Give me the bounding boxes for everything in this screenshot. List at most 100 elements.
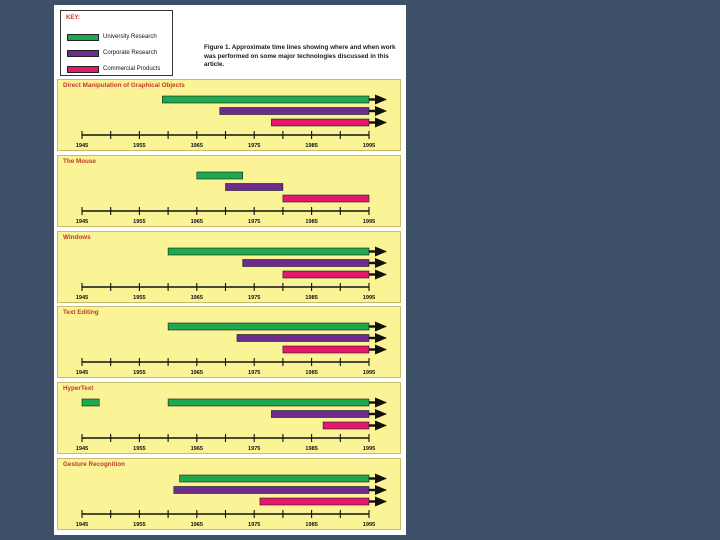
- timeline-svg: 1945 1955 1965 1975 1985 1995: [76, 246, 387, 301]
- tick-label-1955: 1955: [133, 143, 145, 149]
- arrow-head: [375, 333, 387, 343]
- tick-label-1955: 1955: [133, 370, 145, 376]
- legend-box: KEY: University Research Corporate Resea…: [60, 10, 173, 76]
- tick-label-1965: 1965: [191, 295, 203, 301]
- timeline-panel-text-editing: Text Editing 1945 1955 1965 1975 1985 1995: [57, 306, 401, 378]
- bar-corporate-research: [271, 410, 370, 418]
- tick-label-1975: 1975: [248, 522, 260, 528]
- bar-commercial-products: [271, 118, 370, 127]
- bar-commercial-products: [259, 497, 370, 506]
- legend-swatch-corporate: [67, 49, 99, 57]
- bar-commercial-products: [322, 421, 370, 430]
- tick-label-1975: 1975: [248, 370, 260, 376]
- legend-label-university: University Research: [103, 34, 157, 40]
- tick-label-1995: 1995: [363, 143, 375, 149]
- tick-label-1955: 1955: [133, 446, 145, 452]
- timeline-svg: 1945 1955 1965 1975 1985 1995: [76, 397, 387, 452]
- bar-corporate-research: [236, 334, 370, 342]
- arrow-head: [375, 106, 387, 116]
- legend-item-corporate: Corporate Research: [67, 49, 157, 57]
- bar-university-research: [81, 398, 100, 407]
- tick-label-1955: 1955: [133, 522, 145, 528]
- tick-label-1995: 1995: [363, 295, 375, 301]
- tick-label-1965: 1965: [191, 219, 203, 225]
- tick-label-1985: 1985: [305, 143, 317, 149]
- tick-label-1965: 1965: [191, 143, 203, 149]
- tick-label-1945: 1945: [76, 370, 88, 376]
- bar-university-research: [167, 322, 370, 331]
- arrow-head: [375, 473, 387, 484]
- timeline-svg: 1945 1955 1965 1975 1985 1995: [76, 321, 387, 376]
- tick-label-1965: 1965: [191, 370, 203, 376]
- tick-label-1985: 1985: [305, 295, 317, 301]
- tick-label-1945: 1945: [76, 143, 88, 149]
- legend-label-commercial: Commercial Products: [103, 66, 161, 72]
- arrow-head: [375, 409, 387, 419]
- panel-title: Text Editing: [63, 309, 99, 316]
- panel-title: Windows: [63, 234, 91, 241]
- bar-commercial-products: [282, 194, 370, 203]
- bar-university-research: [179, 474, 370, 483]
- bar-corporate-research: [173, 486, 370, 494]
- legend-title: KEY:: [66, 15, 80, 21]
- panel-title: Direct Manipulation of Graphical Objects: [63, 82, 185, 89]
- bar-commercial-products: [282, 345, 370, 354]
- tick-label-1955: 1955: [133, 219, 145, 225]
- timeline-panel-windows: Windows 1945 1955 1965 1975 1985 1995: [57, 231, 401, 303]
- timeline-svg: 1945 1955 1965 1975 1985 1995: [76, 473, 387, 528]
- legend-swatch-university: [67, 33, 99, 41]
- bar-university-research: [196, 171, 244, 180]
- tick-label-1965: 1965: [191, 446, 203, 452]
- tick-label-1975: 1975: [248, 446, 260, 452]
- tick-label-1995: 1995: [363, 446, 375, 452]
- tick-label-1975: 1975: [248, 295, 260, 301]
- tick-label-1995: 1995: [363, 522, 375, 528]
- arrow-head: [375, 397, 387, 408]
- tick-label-1985: 1985: [305, 370, 317, 376]
- timeline-panel-direct-manipulation-of-graphical-objects: Direct Manipulation of Graphical Objects…: [57, 79, 401, 151]
- arrow-head: [375, 94, 387, 105]
- panel-title: The Mouse: [63, 158, 96, 165]
- tick-label-1975: 1975: [248, 143, 260, 149]
- figure-caption: Figure 1. Approximate time lines showing…: [204, 44, 396, 68]
- legend-label-corporate: Corporate Research: [103, 50, 158, 56]
- bar-university-research: [162, 95, 370, 104]
- bar-corporate-research: [219, 107, 370, 115]
- tick-label-1945: 1945: [76, 295, 88, 301]
- timeline-panel-the-mouse: The Mouse 1945 1955 1965 1975 1985 1995: [57, 155, 401, 227]
- arrow-head: [375, 420, 387, 431]
- arrow-head: [375, 496, 387, 507]
- arrow-head: [375, 344, 387, 355]
- tick-label-1985: 1985: [305, 219, 317, 225]
- bar-commercial-products: [282, 270, 370, 279]
- legend-item-university: University Research: [67, 33, 157, 41]
- tick-label-1945: 1945: [76, 219, 88, 225]
- arrow-head: [375, 246, 387, 257]
- panel-title: Gesture Recognition: [63, 461, 125, 468]
- timeline-panel-hypertext: HyperText 1945 1955 1965 1975 1985 1995: [57, 382, 401, 454]
- legend-item-commercial: Commercial Products: [67, 65, 160, 73]
- tick-label-1985: 1985: [305, 446, 317, 452]
- arrow-head: [375, 117, 387, 128]
- tick-label-1995: 1995: [363, 219, 375, 225]
- panel-title: HyperText: [63, 385, 94, 392]
- bar-university-research: [167, 247, 370, 256]
- timeline-svg: 1945 1955 1965 1975 1985 1995: [76, 171, 375, 225]
- tick-label-1965: 1965: [191, 522, 203, 528]
- tick-label-1945: 1945: [76, 446, 88, 452]
- tick-label-1975: 1975: [248, 219, 260, 225]
- timeline-svg: 1945 1955 1965 1975 1985 1995: [76, 94, 387, 149]
- arrow-head: [375, 485, 387, 495]
- legend-swatch-commercial: [67, 65, 99, 73]
- bar-corporate-research: [242, 259, 370, 267]
- tick-label-1955: 1955: [133, 295, 145, 301]
- arrow-head: [375, 321, 387, 332]
- tick-label-1945: 1945: [76, 522, 88, 528]
- tick-label-1995: 1995: [363, 370, 375, 376]
- arrow-head: [375, 258, 387, 268]
- bar-corporate-research: [225, 183, 284, 191]
- timeline-panel-gesture-recognition: Gesture Recognition 1945 1955 1965 1975 1985 1…: [57, 458, 401, 530]
- bar-university-research: [167, 398, 370, 407]
- figure-sheet: KEY: University Research Corporate Resea…: [54, 5, 406, 535]
- arrow-head: [375, 269, 387, 280]
